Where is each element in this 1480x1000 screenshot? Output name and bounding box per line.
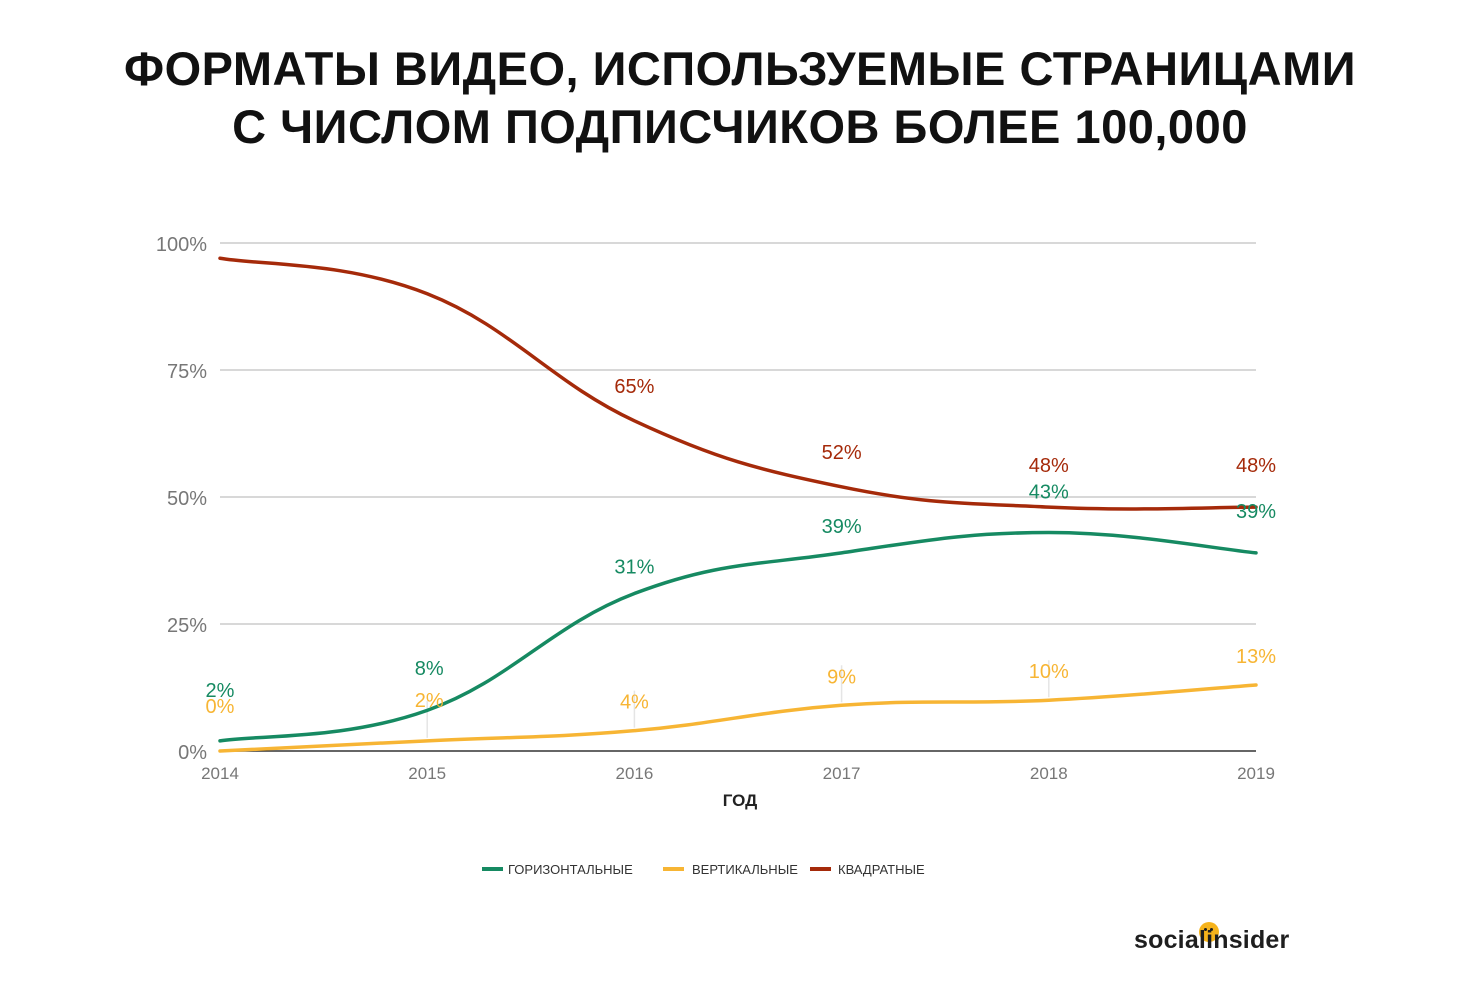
data-label: 52% [822, 442, 862, 464]
chart-title-line-1: ФОРМАТЫ ВИДЕО, ИСПОЛЬЗУЕМЫЕ СТРАНИЦАМИ [123, 42, 1357, 95]
y-tick-label: 75% [167, 361, 207, 383]
y-tick-label: 0% [178, 742, 207, 764]
y-tick-label: 100% [156, 234, 207, 256]
series-line-0 [218, 530, 1258, 743]
series-line-1 [218, 683, 1258, 753]
x-tick-label: 2018 [1030, 764, 1068, 783]
brand-logo-text: socialinsider [1134, 926, 1290, 954]
data-label: 13% [1236, 646, 1276, 668]
data-label: 39% [1236, 501, 1276, 523]
legend-label: ВЕРТИКАЛЬНЫЕ [692, 862, 798, 877]
y-tick-label: 25% [167, 615, 207, 637]
x-tick-label: 2017 [823, 764, 861, 783]
data-label: 43% [1029, 482, 1069, 504]
data-label: 48% [1029, 455, 1069, 477]
data-label: 65% [614, 376, 654, 398]
x-axis-title: ГОД [723, 791, 758, 810]
legend-label: КВАДРАТНЫЕ [838, 862, 925, 877]
brand-logo-icon [1199, 922, 1219, 942]
x-tick-label: 2019 [1237, 764, 1275, 783]
data-label: 8% [415, 658, 444, 680]
data-label: 0% [206, 696, 235, 718]
data-label: 9% [827, 666, 856, 688]
data-label: 2% [206, 680, 235, 702]
x-tick-label: 2016 [615, 764, 653, 783]
data-label: 2% [415, 690, 444, 712]
data-label: 10% [1029, 661, 1069, 683]
x-tick-label: 2014 [201, 764, 239, 783]
x-tick-label: 2015 [408, 764, 446, 783]
data-label: 4% [620, 692, 649, 714]
chart-title: ФОРМАТЫ ВИДЕО, ИСПОЛЬЗУЕМЫЕ СТРАНИЦАМИ С… [0, 40, 1480, 156]
data-label: 39% [822, 516, 862, 538]
y-tick-label: 50% [167, 488, 207, 510]
series-line-2 [218, 256, 1258, 511]
legend-label: ГОРИЗОНТАЛЬНЫЕ [508, 862, 633, 877]
data-label: 48% [1236, 455, 1276, 477]
data-label: 31% [614, 557, 654, 579]
chart-title-line-2: С ЧИСЛОМ ПОДПИСЧИКОВ БОЛЕЕ 100,000 [232, 100, 1248, 153]
